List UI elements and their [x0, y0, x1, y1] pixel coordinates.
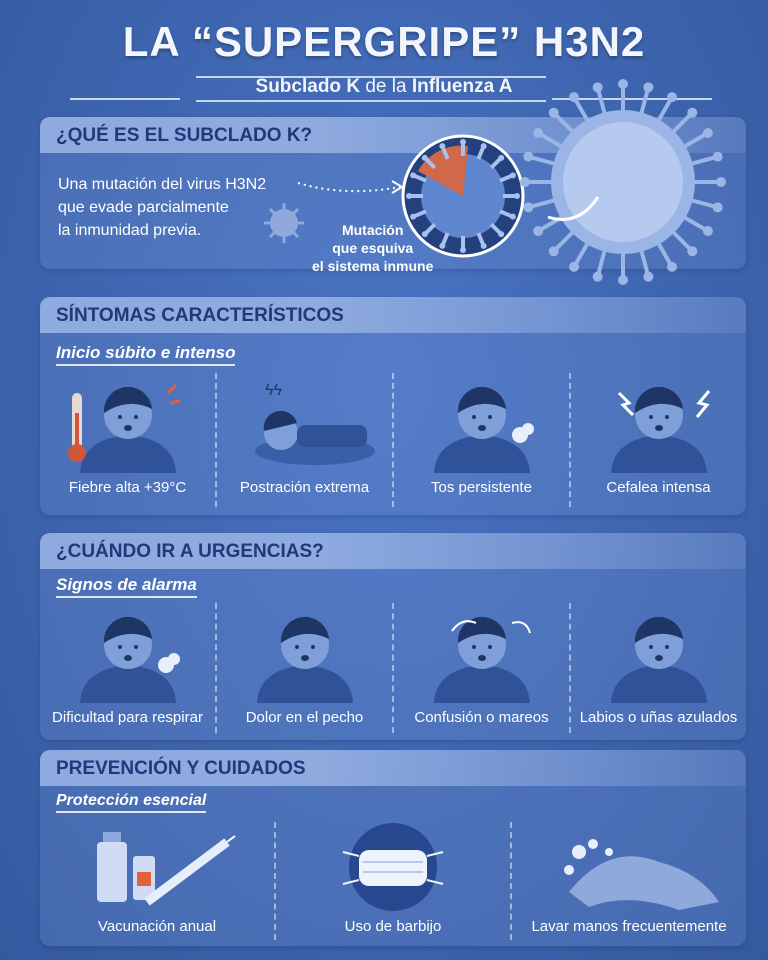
- prevention-item: Vacunación anual: [40, 822, 276, 940]
- divider: [196, 100, 546, 102]
- item-label: Labios o uñas azulados: [579, 709, 738, 726]
- urgent-item: Dolor en el pecho: [217, 603, 394, 733]
- divider: [70, 98, 180, 100]
- divider: [196, 76, 546, 78]
- chest-pain-icon: [217, 603, 392, 703]
- urgent-panel: ¿CUÁNDO IR A URGENCIAS? Signos de alarma…: [40, 533, 746, 740]
- description-line: Una mutación del virus H3N2: [58, 176, 267, 193]
- mutation-label-line: que esquiva: [332, 240, 414, 256]
- mutated-virus-closeup-icon: [401, 134, 525, 258]
- svg-text:ϟϟ: ϟϟ: [265, 382, 282, 399]
- face-mask-icon: [276, 822, 510, 912]
- divider: [552, 98, 712, 100]
- symptoms-item: Cefalea intensa: [571, 373, 746, 507]
- item-label: Fiebre alta +39°C: [68, 479, 187, 496]
- section-subheading: Signos de alarma: [56, 575, 197, 598]
- subtitle-part: Influenza A: [411, 76, 513, 97]
- prevention-item: Uso de barbijo: [276, 822, 512, 940]
- mutation-label-line: Mutación: [341, 222, 404, 238]
- dotted-arrow-icon: [297, 180, 404, 194]
- lying-down-icon: ϟϟ: [217, 373, 392, 473]
- urgent-item: Dificultad para respirar: [40, 603, 217, 733]
- item-label: Tos persistente: [431, 479, 532, 496]
- item-label: Vacunación anual: [97, 918, 217, 935]
- prevention-item: Lavar manos frecuentemente: [512, 822, 746, 940]
- page-title: LA “SUPERGRIPE” H3N2: [122, 18, 646, 65]
- virus-icon: [520, 79, 726, 285]
- section-subheading: Inicio súbito e intenso: [56, 343, 236, 366]
- mutation-label-line: el sistema inmune: [312, 258, 434, 274]
- breathing-difficulty-icon: [40, 603, 215, 703]
- subtitle-part: Subclado K: [255, 76, 361, 97]
- prevention-panel: PREVENCIÓN Y CUIDADOS Protección esencia…: [40, 750, 746, 946]
- fever-thermometer-icon: [40, 373, 215, 473]
- item-label: Uso de barbijo: [344, 918, 442, 935]
- section-heading: ¿CUÁNDO IR A URGENCIAS?: [40, 533, 746, 569]
- item-label: Dificultad para respirar: [52, 709, 203, 726]
- headache-icon: [571, 373, 746, 473]
- mutation-label: Mutación que esquiva el sistema inmune: [312, 221, 433, 275]
- description: Una mutación del virus H3N2 que evade par…: [58, 173, 266, 242]
- dizziness-icon: [394, 603, 569, 703]
- urgent-row: Dificultad para respirar Dolor en el pech…: [40, 603, 746, 733]
- vaccine-syringe-icon: [40, 822, 274, 912]
- section-heading: SÍNTOMAS CARACTERÍSTICOS: [40, 297, 746, 333]
- hand-washing-icon: [512, 822, 746, 912]
- what-is-panel: ¿QUÉ ES EL SUBCLADO K? Una mutación del …: [40, 79, 746, 285]
- symptoms-panel: SÍNTOMAS CARACTERÍSTICOS Inicio súbito e…: [40, 297, 746, 515]
- subtitle-part: de la: [360, 76, 412, 97]
- section-subheading: Protección esencial: [56, 792, 207, 813]
- symptoms-item: ϟϟ Postración extrema: [217, 373, 394, 507]
- item-label: Lavar manos frecuentemente: [531, 918, 727, 935]
- subtitle: Subclado K de la Influenza A: [0, 76, 768, 98]
- item-label: Confusión o mareos: [414, 709, 549, 726]
- symptoms-item: Fiebre alta +39°C: [40, 373, 217, 507]
- description-line: la inmunidad previa.: [58, 222, 202, 239]
- section-heading: PREVENCIÓN Y CUIDADOS: [40, 750, 746, 786]
- item-label: Postración extrema: [239, 479, 370, 496]
- prevention-row: Vacunación anual Uso de barbijo Lavar mano…: [40, 822, 746, 940]
- cough-icon: [394, 373, 569, 473]
- item-label: Dolor en el pecho: [245, 709, 364, 726]
- urgent-item: Confusión o mareos: [394, 603, 571, 733]
- urgent-item: Labios o uñas azulados: [571, 603, 746, 733]
- symptoms-row: Fiebre alta +39°C ϟϟ Postración extrema Tos…: [40, 373, 746, 507]
- blue-lips-icon: [571, 603, 746, 703]
- small-virus-icon: [264, 203, 304, 243]
- description-line: que evade parcialmente: [58, 199, 229, 216]
- symptoms-item: Tos persistente: [394, 373, 571, 507]
- item-label: Cefalea intensa: [606, 479, 711, 496]
